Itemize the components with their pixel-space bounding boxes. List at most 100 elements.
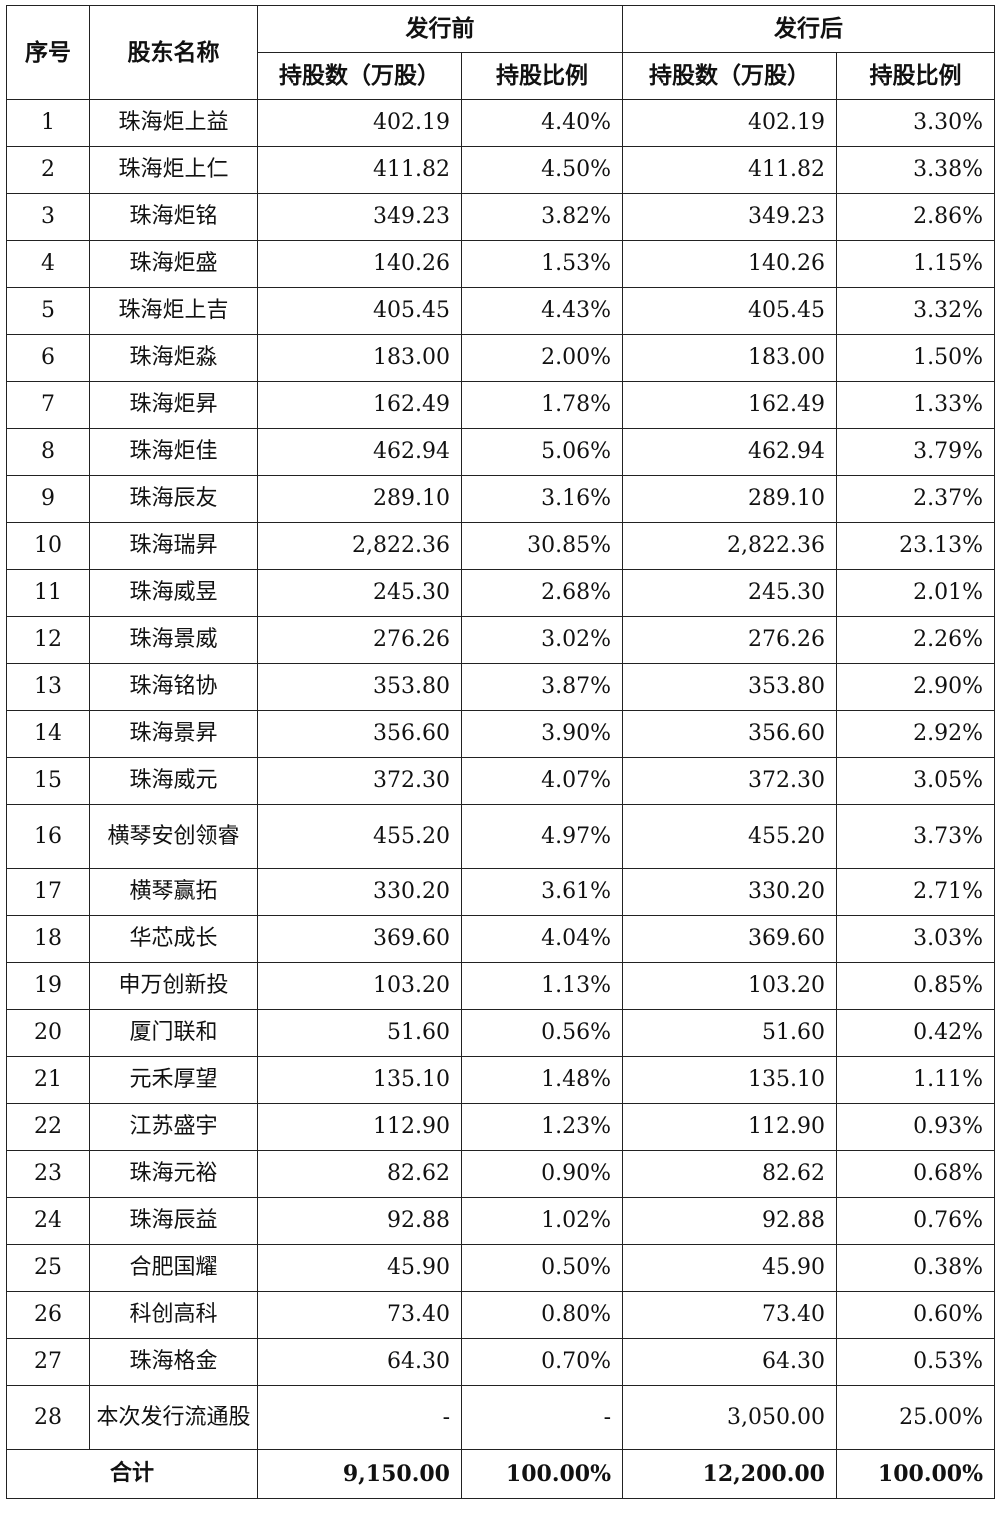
cell-before-ratio: 4.50% bbox=[461, 146, 623, 194]
cell-after-shares: 356.60 bbox=[622, 710, 837, 758]
cell-after-ratio: 3.38% bbox=[836, 146, 995, 194]
cell-before-ratio: 3.90% bbox=[461, 710, 623, 758]
table-row: 15 珠海威元 372.30 4.07% 372.30 3.05% bbox=[6, 757, 995, 805]
cell-after-ratio: 0.60% bbox=[836, 1291, 995, 1339]
cell-before-shares: 402.19 bbox=[257, 99, 462, 147]
cell-before-ratio: - bbox=[461, 1385, 623, 1450]
cell-before-ratio: 0.56% bbox=[461, 1009, 623, 1057]
table-row: 20 厦门联和 51.60 0.56% 51.60 0.42% bbox=[6, 1009, 995, 1057]
cell-after-ratio: 3.73% bbox=[836, 804, 995, 869]
cell-shareholder-name: 珠海威昱 bbox=[89, 569, 258, 617]
cell-before-shares: 82.62 bbox=[257, 1150, 462, 1198]
cell-shareholder-name: 珠海炬铭 bbox=[89, 193, 258, 241]
cell-after-ratio: 2.86% bbox=[836, 193, 995, 241]
cell-after-ratio: 2.90% bbox=[836, 663, 995, 711]
table-row: 25 合肥国耀 45.90 0.50% 45.90 0.38% bbox=[6, 1244, 995, 1292]
cell-after-shares: 183.00 bbox=[622, 334, 837, 382]
cell-shareholder-name: 元禾厚望 bbox=[89, 1056, 258, 1104]
cell-before-ratio: 3.87% bbox=[461, 663, 623, 711]
cell-seq: 17 bbox=[6, 868, 90, 916]
cell-before-shares: 369.60 bbox=[257, 915, 462, 963]
cell-after-shares: 245.30 bbox=[622, 569, 837, 617]
table-body: 1 珠海炬上益 402.19 4.40% 402.19 3.30% 2 珠海炬上仁 411.82… bbox=[6, 99, 995, 1450]
cell-shareholder-name: 横琴赢拓 bbox=[89, 868, 258, 916]
cell-seq: 7 bbox=[6, 381, 90, 429]
cell-before-shares: 372.30 bbox=[257, 757, 462, 805]
table-row: 10 珠海瑞昇 2,822.36 30.85% 2,822.36 23.13% bbox=[6, 522, 995, 570]
header-before-shares: 持股数（万股） bbox=[257, 52, 462, 100]
cell-seq: 22 bbox=[6, 1103, 90, 1151]
cell-after-shares: 112.90 bbox=[622, 1103, 837, 1151]
cell-before-ratio: 4.97% bbox=[461, 804, 623, 869]
header-seq: 序号 bbox=[6, 5, 90, 100]
cell-shareholder-name: 申万创新投 bbox=[89, 962, 258, 1010]
cell-after-ratio: 2.37% bbox=[836, 475, 995, 523]
table-row: 9 珠海辰友 289.10 3.16% 289.10 2.37% bbox=[6, 475, 995, 523]
shareholding-table-container: 序号 股东名称 发行前 发行后 持股数（万股） 持股比例 持股数（万股） 持股比… bbox=[6, 5, 995, 1508]
cell-before-ratio: 1.48% bbox=[461, 1056, 623, 1104]
cell-after-shares: 369.60 bbox=[622, 915, 837, 963]
cell-after-ratio: 0.76% bbox=[836, 1197, 995, 1245]
cell-shareholder-name: 珠海炬上仁 bbox=[89, 146, 258, 194]
cell-before-shares: 45.90 bbox=[257, 1244, 462, 1292]
cell-shareholder-name: 珠海瑞昇 bbox=[89, 522, 258, 570]
cell-shareholder-name: 珠海格金 bbox=[89, 1338, 258, 1386]
table-row: 27 珠海格金 64.30 0.70% 64.30 0.53% bbox=[6, 1338, 995, 1386]
cell-seq: 5 bbox=[6, 287, 90, 335]
table-row: 6 珠海炬淼 183.00 2.00% 183.00 1.50% bbox=[6, 334, 995, 382]
cell-shareholder-name: 珠海炬上吉 bbox=[89, 287, 258, 335]
cell-shareholder-name: 江苏盛宇 bbox=[89, 1103, 258, 1151]
cell-before-ratio: 1.13% bbox=[461, 962, 623, 1010]
cell-after-ratio: 2.71% bbox=[836, 868, 995, 916]
table-row: 7 珠海炬昇 162.49 1.78% 162.49 1.33% bbox=[6, 381, 995, 429]
cell-after-ratio: 0.53% bbox=[836, 1338, 995, 1386]
cell-after-ratio: 0.93% bbox=[836, 1103, 995, 1151]
cell-before-shares: 73.40 bbox=[257, 1291, 462, 1339]
cell-seq: 28 bbox=[6, 1385, 90, 1450]
cell-before-shares: - bbox=[257, 1385, 462, 1450]
table-row: 4 珠海炬盛 140.26 1.53% 140.26 1.15% bbox=[6, 240, 995, 288]
cell-seq: 9 bbox=[6, 475, 90, 523]
cell-before-ratio: 0.50% bbox=[461, 1244, 623, 1292]
cell-seq: 3 bbox=[6, 193, 90, 241]
cell-seq: 8 bbox=[6, 428, 90, 476]
cell-seq: 16 bbox=[6, 804, 90, 869]
cell-before-ratio: 30.85% bbox=[461, 522, 623, 570]
total-before-ratio: 100.00% bbox=[461, 1449, 623, 1499]
cell-shareholder-name: 珠海辰友 bbox=[89, 475, 258, 523]
cell-before-shares: 140.26 bbox=[257, 240, 462, 288]
cell-before-ratio: 2.68% bbox=[461, 569, 623, 617]
cell-before-shares: 353.80 bbox=[257, 663, 462, 711]
cell-shareholder-name: 珠海铭协 bbox=[89, 663, 258, 711]
cell-seq: 12 bbox=[6, 616, 90, 664]
table-row: 3 珠海炬铭 349.23 3.82% 349.23 2.86% bbox=[6, 193, 995, 241]
cell-before-shares: 349.23 bbox=[257, 193, 462, 241]
table-row: 2 珠海炬上仁 411.82 4.50% 411.82 3.38% bbox=[6, 146, 995, 194]
table-row: 28 本次发行流通股 - -3,050.00 25.00% bbox=[6, 1385, 995, 1450]
cell-seq: 15 bbox=[6, 757, 90, 805]
cell-before-ratio: 0.90% bbox=[461, 1150, 623, 1198]
cell-before-shares: 245.30 bbox=[257, 569, 462, 617]
cell-before-ratio: 5.06% bbox=[461, 428, 623, 476]
cell-before-ratio: 3.16% bbox=[461, 475, 623, 523]
table-row: 11 珠海威昱 245.30 2.68% 245.30 2.01% bbox=[6, 569, 995, 617]
table-row: 23 珠海元裕 82.62 0.90% 82.62 0.68% bbox=[6, 1150, 995, 1198]
cell-shareholder-name: 珠海景昇 bbox=[89, 710, 258, 758]
cell-seq: 18 bbox=[6, 915, 90, 963]
cell-after-ratio: 2.01% bbox=[836, 569, 995, 617]
cell-after-shares: 51.60 bbox=[622, 1009, 837, 1057]
cell-shareholder-name: 珠海炬上益 bbox=[89, 99, 258, 147]
total-label: 合计 bbox=[6, 1449, 258, 1499]
cell-after-ratio: 0.38% bbox=[836, 1244, 995, 1292]
cell-shareholder-name: 珠海炬佳 bbox=[89, 428, 258, 476]
cell-shareholder-name: 厦门联和 bbox=[89, 1009, 258, 1057]
cell-after-shares: 349.23 bbox=[622, 193, 837, 241]
cell-shareholder-name: 珠海炬昇 bbox=[89, 381, 258, 429]
cell-seq: 1 bbox=[6, 99, 90, 147]
cell-after-shares: 353.80 bbox=[622, 663, 837, 711]
cell-before-ratio: 4.43% bbox=[461, 287, 623, 335]
cell-after-ratio: 0.85% bbox=[836, 962, 995, 1010]
cell-seq: 10 bbox=[6, 522, 90, 570]
header-name: 股东名称 bbox=[89, 5, 258, 100]
cell-before-shares: 356.60 bbox=[257, 710, 462, 758]
